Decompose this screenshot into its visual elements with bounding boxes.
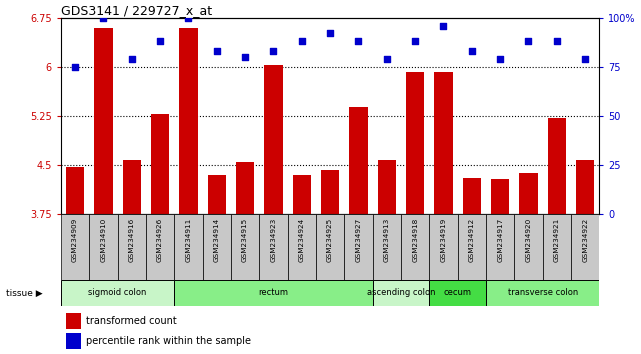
- Point: [523, 39, 533, 44]
- Point: [183, 15, 194, 21]
- Point: [580, 56, 590, 62]
- Bar: [66, 333, 81, 349]
- Bar: [146, 214, 174, 280]
- Bar: [122, 160, 141, 214]
- Point: [98, 15, 108, 21]
- Bar: [491, 179, 510, 214]
- Point: [495, 56, 505, 62]
- Text: GSM234927: GSM234927: [356, 217, 362, 262]
- Bar: [151, 114, 169, 214]
- Text: GSM234924: GSM234924: [299, 217, 304, 262]
- Bar: [514, 214, 543, 280]
- Point: [269, 48, 279, 54]
- Point: [467, 48, 477, 54]
- Bar: [372, 214, 401, 280]
- Bar: [486, 280, 599, 306]
- Text: sigmoid colon: sigmoid colon: [88, 289, 147, 297]
- Bar: [288, 214, 316, 280]
- Text: GSM234919: GSM234919: [440, 217, 447, 262]
- Point: [438, 23, 449, 28]
- Text: GSM234911: GSM234911: [185, 217, 192, 262]
- Text: GDS3141 / 229727_x_at: GDS3141 / 229727_x_at: [61, 4, 212, 17]
- Bar: [429, 280, 486, 306]
- Bar: [378, 160, 396, 214]
- Point: [325, 30, 335, 36]
- Point: [127, 56, 137, 62]
- Bar: [61, 280, 174, 306]
- Bar: [236, 162, 254, 214]
- Text: transverse colon: transverse colon: [508, 289, 578, 297]
- Point: [155, 39, 165, 44]
- Point: [212, 48, 222, 54]
- Bar: [61, 214, 89, 280]
- Bar: [292, 175, 311, 214]
- Bar: [576, 160, 594, 214]
- Text: GSM234917: GSM234917: [497, 217, 503, 262]
- Text: GSM234913: GSM234913: [384, 217, 390, 262]
- Bar: [458, 214, 486, 280]
- Text: GSM234920: GSM234920: [526, 217, 531, 262]
- Bar: [543, 214, 571, 280]
- Bar: [94, 28, 113, 214]
- Point: [353, 39, 363, 44]
- Bar: [66, 313, 81, 329]
- Text: GSM234921: GSM234921: [554, 217, 560, 262]
- Bar: [547, 118, 566, 214]
- Text: rectum: rectum: [258, 289, 288, 297]
- Bar: [208, 175, 226, 214]
- Bar: [344, 214, 372, 280]
- Bar: [571, 214, 599, 280]
- Bar: [259, 214, 288, 280]
- Text: GSM234925: GSM234925: [327, 217, 333, 262]
- Bar: [486, 214, 514, 280]
- Point: [552, 39, 562, 44]
- Bar: [117, 214, 146, 280]
- Bar: [429, 214, 458, 280]
- Text: GSM234922: GSM234922: [582, 217, 588, 262]
- Point: [381, 56, 392, 62]
- Bar: [401, 214, 429, 280]
- Text: GSM234918: GSM234918: [412, 217, 418, 262]
- Text: GSM234910: GSM234910: [101, 217, 106, 262]
- Bar: [174, 214, 203, 280]
- Bar: [434, 72, 453, 214]
- Bar: [174, 280, 372, 306]
- Text: GSM234912: GSM234912: [469, 217, 475, 262]
- Bar: [179, 28, 197, 214]
- Point: [70, 64, 80, 70]
- Bar: [231, 214, 259, 280]
- Bar: [406, 72, 424, 214]
- Bar: [463, 178, 481, 214]
- Text: GSM234914: GSM234914: [213, 217, 220, 262]
- Text: transformed count: transformed count: [86, 316, 177, 326]
- Bar: [316, 214, 344, 280]
- Point: [297, 39, 307, 44]
- Text: GSM234926: GSM234926: [157, 217, 163, 262]
- Text: tissue ▶: tissue ▶: [6, 289, 43, 297]
- Text: GSM234916: GSM234916: [129, 217, 135, 262]
- Text: percentile rank within the sample: percentile rank within the sample: [86, 336, 251, 346]
- Point: [240, 54, 250, 60]
- Bar: [519, 173, 538, 214]
- Bar: [264, 65, 283, 214]
- Bar: [349, 107, 368, 214]
- Text: cecum: cecum: [444, 289, 472, 297]
- Bar: [89, 214, 117, 280]
- Text: GSM234909: GSM234909: [72, 217, 78, 262]
- Bar: [203, 214, 231, 280]
- Text: GSM234923: GSM234923: [271, 217, 276, 262]
- Bar: [321, 170, 339, 214]
- Text: GSM234915: GSM234915: [242, 217, 248, 262]
- Text: ascending colon: ascending colon: [367, 289, 435, 297]
- Bar: [372, 280, 429, 306]
- Point: [410, 39, 420, 44]
- Bar: [66, 167, 84, 214]
